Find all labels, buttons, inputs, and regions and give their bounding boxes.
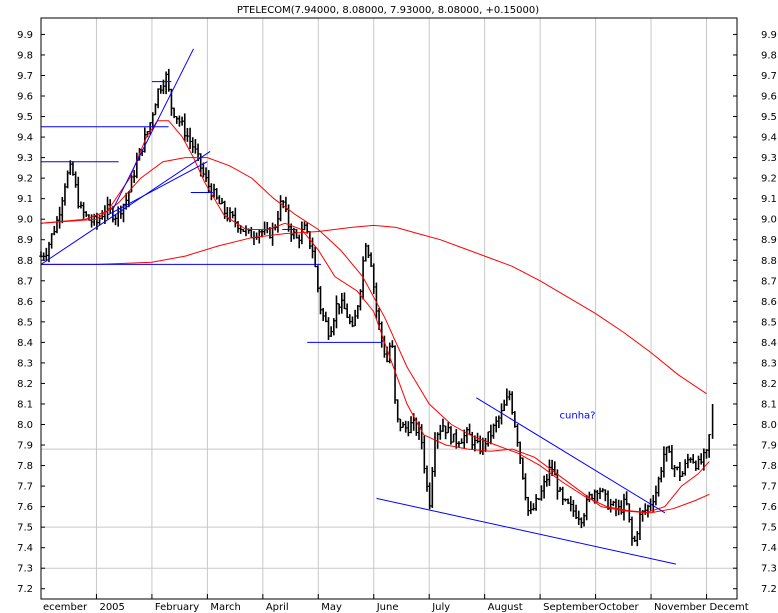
x-tick-label: June bbox=[376, 602, 399, 613]
y-tick-label-left: 8.2 bbox=[17, 379, 33, 390]
y-tick-label-right: 7.2 bbox=[761, 584, 777, 595]
x-tick-label: May bbox=[321, 602, 342, 613]
y-tick-label-right: 7.9 bbox=[761, 441, 777, 452]
x-tick-label: February bbox=[155, 602, 199, 613]
y-tick-label-right: 7.5 bbox=[761, 523, 777, 534]
trendline bbox=[112, 48, 194, 210]
moving-average-line-1 bbox=[40, 120, 710, 514]
y-tick-label-left: 7.4 bbox=[17, 543, 33, 554]
y-tick-label-left: 9.7 bbox=[17, 71, 33, 82]
moving-average-line-3 bbox=[41, 224, 707, 395]
y-tick-label-left: 8.7 bbox=[17, 276, 33, 287]
y-tick-label-right: 8.8 bbox=[761, 256, 777, 267]
y-tick-label-left: 8.3 bbox=[17, 358, 33, 369]
y-tick-label-left: 9.3 bbox=[17, 153, 33, 164]
moving-average-line-2 bbox=[40, 157, 710, 514]
x-tick-label: March bbox=[210, 602, 240, 613]
y-tick-label-left: 9.9 bbox=[17, 30, 33, 41]
y-tick-label-left: 8.4 bbox=[17, 338, 33, 349]
y-tick-label-right: 8.5 bbox=[761, 317, 777, 328]
y-tick-label-right: 8.7 bbox=[761, 276, 777, 287]
y-tick-label-right: 8.3 bbox=[761, 358, 777, 369]
y-tick-label-right: 9.2 bbox=[761, 174, 777, 185]
y-tick-label-right: 7.4 bbox=[761, 543, 777, 554]
y-tick-label-left: 8.5 bbox=[17, 317, 33, 328]
y-tick-label-left: 9.6 bbox=[17, 92, 33, 103]
y-tick-label-left: 8.0 bbox=[17, 420, 33, 431]
y-tick-label-left: 9.2 bbox=[17, 174, 33, 185]
x-tick-label: 2005 bbox=[99, 602, 124, 613]
y-tick-label-right: 9.7 bbox=[761, 71, 777, 82]
y-tick-label-right: 7.8 bbox=[761, 461, 777, 472]
y-tick-label-right: 8.1 bbox=[761, 399, 777, 410]
y-tick-label-right: 8.4 bbox=[761, 338, 777, 349]
y-tick-label-right: 9.1 bbox=[761, 194, 777, 205]
x-tick-label: October bbox=[599, 602, 640, 613]
y-tick-label-right: 8.9 bbox=[761, 235, 777, 246]
y-tick-label-left: 9.8 bbox=[17, 50, 33, 61]
x-tick-label: Decemt bbox=[709, 602, 748, 613]
x-tick-label: August bbox=[488, 602, 523, 613]
y-tick-label-left: 9.5 bbox=[17, 112, 33, 123]
y-tick-label-right: 9.6 bbox=[761, 92, 777, 103]
grid-layer bbox=[41, 18, 737, 599]
y-tick-label-right: 8.2 bbox=[761, 379, 777, 390]
y-tick-label-left: 9.0 bbox=[17, 215, 33, 226]
y-tick-label-right: 8.0 bbox=[761, 420, 777, 431]
y-tick-label-left: 7.2 bbox=[17, 584, 33, 595]
y-tick-label-right: 9.9 bbox=[761, 30, 777, 41]
x-tick-label: April bbox=[266, 602, 289, 613]
y-tick-label-left: 9.1 bbox=[17, 194, 33, 205]
y-tick-label-right: 9.3 bbox=[761, 153, 777, 164]
y-tick-label-right: 7.6 bbox=[761, 502, 777, 513]
chart-title: PTELECOM(7.94000, 8.08000, 7.93000, 8.08… bbox=[237, 5, 539, 16]
y-tick-label-left: 7.6 bbox=[17, 502, 33, 513]
trendline bbox=[376, 497, 677, 565]
axes-layer: 7.2 7.2 7.3 7.3 7.4 7.4 7.5 7.5 7.6 7.6 7.7 7.7 7.8 7… bbox=[17, 17, 777, 613]
y-tick-label-right: 8.6 bbox=[761, 297, 777, 308]
y-tick-label-right: 9.5 bbox=[761, 112, 777, 123]
y-tick-label-left: 7.7 bbox=[17, 482, 33, 493]
x-tick-label: July bbox=[431, 602, 450, 613]
y-tick-label-left: 8.1 bbox=[17, 399, 33, 410]
y-tick-label-right: 9.8 bbox=[761, 50, 777, 61]
annotation-label: cunha? bbox=[560, 410, 596, 421]
annotations: cunha? bbox=[560, 410, 596, 421]
trendline bbox=[107, 161, 208, 216]
y-tick-label-left: 7.3 bbox=[17, 564, 33, 575]
trendline bbox=[40, 151, 211, 265]
trendline bbox=[476, 397, 666, 514]
x-tick-label: September bbox=[543, 602, 599, 613]
y-tick-label-left: 7.9 bbox=[17, 441, 33, 452]
x-tick-label: November bbox=[654, 602, 707, 613]
plot-frame bbox=[40, 17, 738, 600]
price-bars bbox=[39, 68, 714, 547]
y-tick-label-left: 8.8 bbox=[17, 256, 33, 267]
y-tick-label-right: 9.0 bbox=[761, 215, 777, 226]
y-tick-label-left: 8.9 bbox=[17, 235, 33, 246]
y-tick-label-left: 9.4 bbox=[17, 133, 33, 144]
y-tick-label-left: 7.5 bbox=[17, 523, 33, 534]
y-tick-label-right: 9.4 bbox=[761, 133, 777, 144]
y-tick-label-right: 7.7 bbox=[761, 482, 777, 493]
x-tick-label: ecember bbox=[43, 602, 88, 613]
moving-averages bbox=[40, 120, 710, 514]
trendlines bbox=[40, 48, 677, 565]
y-tick-label-left: 8.6 bbox=[17, 297, 33, 308]
y-tick-label-right: 7.3 bbox=[761, 564, 777, 575]
y-tick-label-left: 7.8 bbox=[17, 461, 33, 472]
